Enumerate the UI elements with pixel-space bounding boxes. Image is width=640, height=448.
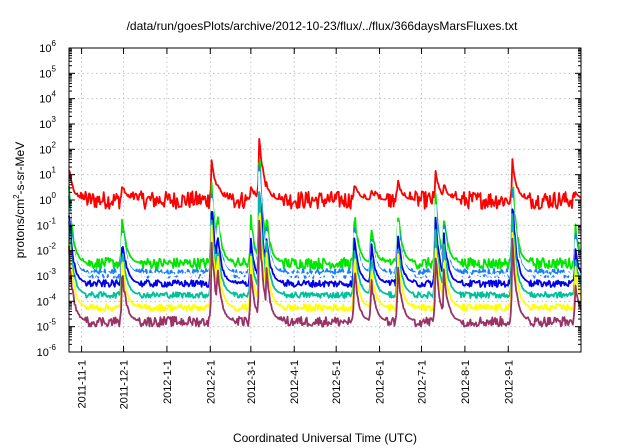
y-tick-label-base: 10 [39, 43, 51, 55]
y-tick-label-base: 10 [39, 170, 51, 182]
x-tick-label: 2011-12-1 [119, 360, 131, 409]
y-tick-label: 10-5 [37, 318, 57, 334]
y-tick-label: 100 [39, 191, 56, 207]
axis-ticks [69, 47, 581, 353]
y-axis-tick-labels: 10-610-510-410-310-210-11001011021031041… [37, 39, 57, 359]
y-tick-label: 106 [39, 39, 56, 55]
y-tick-label: 101 [39, 166, 56, 182]
series-line-7 [68, 212, 582, 313]
y-tick-label-base: 10 [37, 220, 49, 232]
y-tick-label: 10-2 [37, 242, 57, 258]
x-axis-label: Coordinated Universal Time (UTC) [233, 431, 417, 445]
x-tick-label: 2012-8-1 [460, 360, 472, 404]
y-tick-label: 102 [39, 140, 56, 156]
x-tick-label: 2012-5-1 [331, 360, 343, 404]
y-tick-label-exp: 1 [52, 166, 57, 175]
y-tick-label-base: 10 [39, 119, 51, 131]
y-tick-label-exp: -1 [49, 216, 57, 225]
y-tick-label-exp: 2 [52, 140, 57, 149]
y-tick-label-base: 10 [37, 322, 49, 334]
y-tick-label: 10-3 [37, 267, 57, 283]
y-tick-label-exp: 0 [52, 191, 57, 200]
y-tick-label: 105 [39, 64, 56, 80]
series-line-6 [68, 191, 582, 299]
x-axis-tick-labels: 2011-11-1 2011-12-1 2012-1-1 2012-2-1 2012-3… [77, 360, 516, 409]
y-tick-label-base: 10 [39, 94, 51, 106]
x-tick-label: 2012-3-1 [246, 360, 258, 404]
y-tick-label: 104 [39, 90, 56, 106]
y-axis-label-main: protons/cm [13, 199, 27, 258]
y-tick-label-exp: 3 [52, 115, 57, 124]
x-tick-label: 2012-7-1 [417, 360, 429, 404]
x-tick-label: 2012-6-1 [375, 360, 387, 404]
y-tick-label-base: 10 [39, 144, 51, 156]
x-tick-label: 2012-1-1 [162, 360, 174, 404]
y-tick-label-base: 10 [39, 68, 51, 80]
x-tick-label: 2012-9-1 [503, 360, 515, 404]
y-tick-label-base: 10 [37, 296, 49, 308]
y-axis-label-sup: 2 [12, 194, 21, 199]
series-line-2 [68, 160, 582, 270]
y-tick-label-exp: 4 [52, 90, 57, 99]
chart-title: /data/run/goesPlots/archive/2012-10-23/f… [127, 19, 519, 33]
y-tick-label-exp: 5 [52, 64, 57, 73]
series-line-8 [68, 219, 582, 328]
y-tick-label-exp: -3 [49, 267, 57, 276]
series-line-4 [68, 171, 582, 278]
y-tick-label-exp: -5 [49, 318, 57, 327]
x-tick-label: 2011-11-1 [77, 360, 89, 409]
y-axis-label: protons/cm2-s-sr-MeV [12, 142, 27, 258]
y-tick-label-base: 10 [37, 246, 49, 258]
y-tick-label: 10-4 [37, 292, 57, 308]
y-tick-label-base: 10 [37, 271, 49, 283]
y-tick-label-base: 10 [39, 195, 51, 207]
x-tick-label: 2012-4-1 [289, 360, 301, 404]
y-tick-label: 10-6 [37, 343, 57, 359]
y-tick-label: 103 [39, 115, 56, 131]
series-line-1 [68, 138, 582, 210]
y-tick-label: 10-1 [37, 216, 57, 232]
y-tick-label-exp: -6 [49, 343, 57, 352]
x-tick-label: 2012-2-1 [205, 360, 217, 404]
y-axis-label-rest: -s-sr-MeV [13, 142, 27, 195]
plot-area [68, 138, 582, 328]
y-tick-label-exp: -4 [49, 292, 57, 301]
y-tick-label-exp: -2 [49, 242, 57, 251]
series-line-5 [68, 191, 582, 288]
y-tick-label-exp: 6 [52, 39, 57, 48]
y-tick-label-base: 10 [37, 347, 49, 359]
